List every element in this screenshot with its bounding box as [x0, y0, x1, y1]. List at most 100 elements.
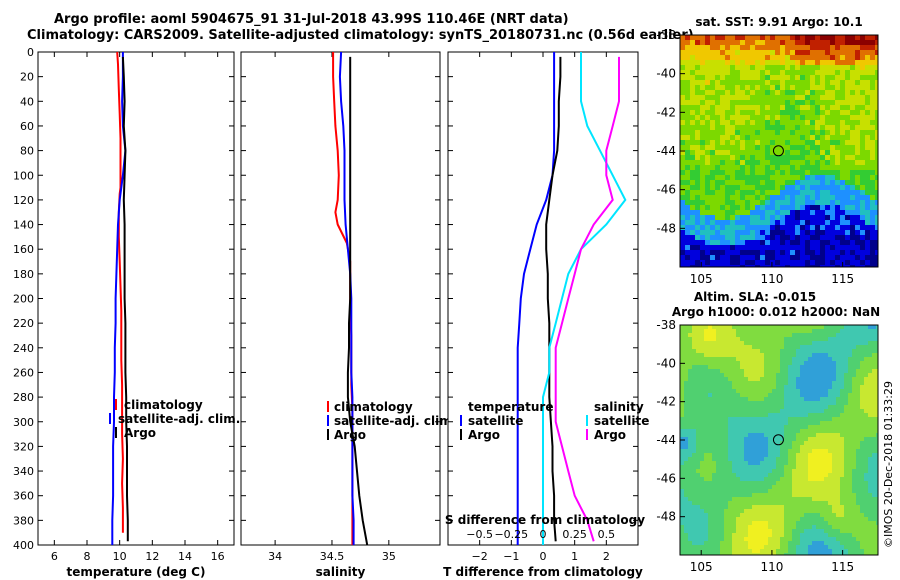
map-cell [870, 190, 876, 196]
map-cell [760, 125, 766, 131]
map-cell [845, 230, 851, 236]
map-cell [735, 155, 741, 161]
map-cell [780, 35, 786, 41]
map-cell [704, 501, 709, 506]
map-cell [840, 165, 846, 171]
map-cell [784, 465, 789, 470]
map-cell [790, 165, 796, 171]
map-cell [868, 421, 873, 426]
map-cell [700, 95, 706, 101]
map-cell [835, 180, 841, 186]
map-cell [808, 373, 813, 378]
map-cell [820, 481, 825, 486]
map-cell [824, 489, 829, 494]
map-cell [808, 369, 813, 374]
map-cell [750, 90, 756, 96]
map-cell [785, 185, 791, 191]
map-cell [804, 329, 809, 334]
map-cell [684, 453, 689, 458]
map-cell [760, 341, 765, 346]
map-cell [812, 477, 817, 482]
map-cell [744, 349, 749, 354]
map-cell [728, 497, 733, 502]
map-cell [836, 477, 841, 482]
map-cell [705, 160, 711, 166]
map-cell [860, 449, 865, 454]
map-cell [850, 170, 856, 176]
s-tick-label: 0 [540, 528, 547, 541]
map-cell [750, 65, 756, 71]
map-cell [712, 405, 717, 410]
map-cell [764, 545, 769, 550]
map-cell [800, 373, 805, 378]
map-cell [868, 437, 873, 442]
map-cell [680, 200, 686, 206]
map-cell [728, 429, 733, 434]
map-cell [828, 485, 833, 490]
map-cell [860, 497, 865, 502]
map-cell [848, 381, 853, 386]
map-cell [832, 401, 837, 406]
map-cell [740, 549, 745, 554]
map-cell [696, 525, 701, 530]
map-cell [800, 549, 805, 554]
map-cell [875, 50, 878, 56]
map-cell [830, 35, 836, 41]
map-cell [735, 100, 741, 106]
map-cell [785, 170, 791, 176]
map-cell [860, 333, 865, 338]
map-cell [712, 413, 717, 418]
map-cell [764, 509, 769, 514]
map-cell [690, 230, 696, 236]
map-cell [765, 90, 771, 96]
map-cell [705, 40, 711, 46]
map-cell [856, 453, 861, 458]
map-cell [805, 180, 811, 186]
map-cell [785, 75, 791, 81]
map-cell [724, 333, 729, 338]
map-cell [800, 329, 805, 334]
map-cell [695, 115, 701, 121]
map-cell [720, 250, 726, 256]
map-cell [775, 70, 781, 76]
map-cell [780, 110, 786, 116]
map-cell [808, 525, 813, 530]
map-cell [876, 369, 878, 374]
map-cell [768, 493, 773, 498]
map-cell [688, 449, 693, 454]
map-cell [700, 409, 705, 414]
map-cell [720, 429, 725, 434]
map-cell [816, 537, 821, 542]
map-cell [860, 215, 866, 221]
map-cell [695, 110, 701, 116]
map-cell [735, 130, 741, 136]
map-cell [692, 517, 697, 522]
map-cell [876, 381, 878, 386]
map-cell [740, 35, 746, 41]
legend-label: Argo [334, 428, 366, 442]
map-cell [828, 329, 833, 334]
map-cell [764, 541, 769, 546]
map-cell [800, 140, 806, 146]
map-cell [836, 393, 841, 398]
map-cell [870, 65, 876, 71]
map-cell [755, 130, 761, 136]
map-cell [840, 245, 846, 251]
map-cell [812, 381, 817, 386]
map-cell [772, 413, 777, 418]
map-cell [808, 461, 813, 466]
map-cell [776, 341, 781, 346]
map-cell [696, 377, 701, 382]
map-cell [695, 185, 701, 191]
map-cell [756, 533, 761, 538]
map-cell [795, 70, 801, 76]
map-cell [856, 537, 861, 542]
map-cell [848, 333, 853, 338]
map-cell [835, 125, 841, 131]
map-cell [868, 417, 873, 422]
map-cell [712, 329, 717, 334]
map-cell [800, 165, 806, 171]
map-cell [724, 481, 729, 486]
map-cell [875, 85, 878, 91]
map-cell [796, 549, 801, 554]
